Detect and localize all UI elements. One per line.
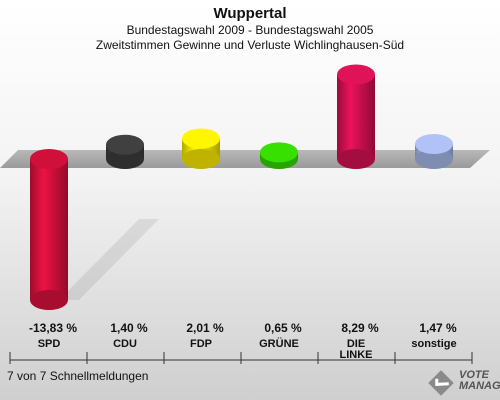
value-label-spd: -13,83 % bbox=[29, 321, 77, 335]
value-label-sonstige: 1,47 % bbox=[419, 321, 457, 335]
value-label-cdu: 1,40 % bbox=[110, 321, 148, 335]
bar-spd bbox=[30, 149, 68, 310]
category-label-gr-ne: GRÜNE bbox=[259, 337, 299, 350]
logo-line-1: VOTE bbox=[459, 369, 489, 381]
bar-top-cap-gr-ne bbox=[260, 142, 298, 163]
bar-fdp bbox=[182, 128, 220, 169]
logo-wordmark: VOTE MANAGER bbox=[459, 370, 500, 392]
bar-body-spd bbox=[30, 159, 68, 300]
logo-line-2: MANAGER bbox=[459, 380, 500, 392]
bar-cdu bbox=[106, 134, 144, 169]
category-label-fdp: FDP bbox=[190, 338, 212, 350]
bar-top-cap-spd bbox=[30, 149, 68, 169]
value-label-gr-ne: 0,65 % bbox=[264, 321, 302, 335]
bar-gr-ne bbox=[260, 142, 298, 169]
bar-top-cap-die-linke bbox=[337, 64, 375, 85]
bar-bottom-cap-die-linke bbox=[337, 149, 375, 169]
bar-die-linke bbox=[337, 64, 375, 169]
chart-title: Wuppertal bbox=[213, 5, 287, 22]
category-label-die-linke: DIE LINKE bbox=[340, 338, 373, 361]
bar-bottom-cap-spd bbox=[30, 290, 68, 310]
category-label-cdu: CDU bbox=[113, 338, 137, 350]
bar-top-cap-sonstige bbox=[415, 134, 453, 155]
bar-sonstige bbox=[415, 134, 453, 169]
footer-note: 7 von 7 Schnellmeldungen bbox=[7, 369, 149, 383]
value-label-fdp: 2,01 % bbox=[186, 321, 224, 335]
bar-top-cap-cdu bbox=[106, 134, 144, 155]
vote-manager-logo bbox=[428, 370, 454, 396]
bar-bottom-cap-cdu bbox=[106, 149, 144, 169]
bar-bottom-cap-fdp bbox=[182, 149, 220, 169]
chart-subtitle-2: Zweitstimmen Gewinne und Verluste Wichli… bbox=[95, 38, 405, 52]
bar-bottom-cap-sonstige bbox=[415, 149, 453, 169]
category-label-sonstige: sonstige bbox=[411, 338, 456, 350]
category-label-spd: SPD bbox=[38, 338, 61, 350]
value-label-die-linke: 8,29 % bbox=[341, 321, 379, 335]
bar-body-die-linke bbox=[337, 74, 375, 159]
bar-top-cap-fdp bbox=[182, 128, 220, 149]
chart-subtitle: Bundestagswahl 2009 - Bundestagswahl 200… bbox=[126, 23, 374, 37]
bar-shadow-spd bbox=[59, 219, 159, 300]
